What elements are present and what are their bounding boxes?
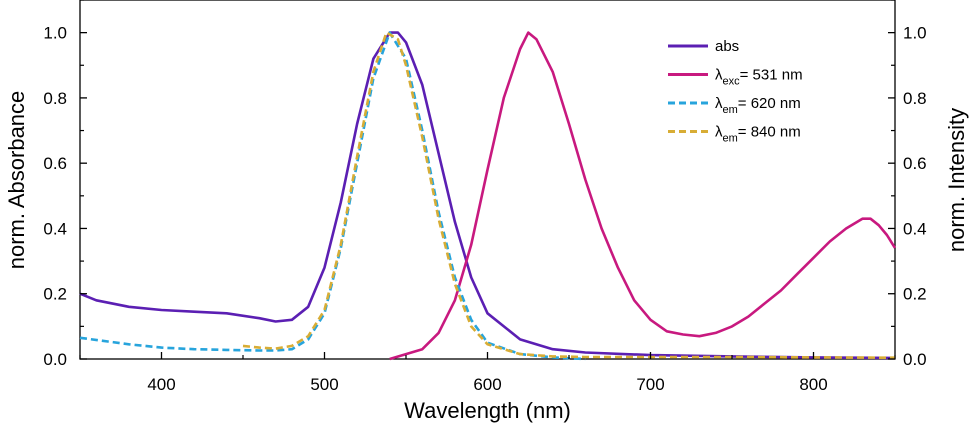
right-y-tick-label: 0.6 (903, 154, 927, 173)
series-line-3 (242, 31, 896, 359)
right-y-tick-label: 1.0 (903, 24, 927, 43)
x-tick-label: 600 (473, 375, 501, 394)
legend: abs λexc= 531 nm λem= 620 nm λem= 840 nm (668, 38, 803, 145)
axis-layer: 400 500 600 700 800 0.0 0.0 0.2 0.2 0.4 0.4 0.6 0.6 0… (43, 0, 927, 394)
right-y-tick-label: 0.0 (903, 350, 927, 369)
legend-label-2: λem= 620 nm (715, 95, 801, 116)
x-tick-label: 500 (310, 375, 338, 394)
left-y-tick-label: 1.0 (43, 24, 67, 43)
left-y-tick-label: 0.8 (43, 89, 67, 108)
series-line-2 (79, 31, 586, 361)
x-tick-label: 700 (636, 375, 664, 394)
left-y-tick-label: 0.4 (43, 219, 67, 238)
right-y-tick-label: 0.8 (903, 89, 927, 108)
legend-label-3: λem= 840 nm (715, 124, 801, 145)
right-y-tick-label: 0.2 (903, 285, 927, 304)
left-y-tick-label: 0.2 (43, 285, 67, 304)
plot-frame (79, 0, 896, 360)
legend-label-0: abs (715, 38, 739, 55)
left-y-tick-label: 0.6 (43, 154, 67, 173)
x-tick-label: 800 (799, 375, 827, 394)
x-tick-label: 400 (147, 375, 175, 394)
left-y-tick-label: 0.0 (43, 350, 67, 369)
legend-label-1: λexc= 531 nm (715, 67, 803, 88)
series-layer (79, 31, 897, 361)
right-y-axis-title: norm. Intensity (944, 108, 969, 252)
series-line-1 (389, 31, 897, 361)
x-axis-title: Wavelength (nm) (404, 398, 571, 423)
left-y-axis-title: norm. Absorbance (4, 91, 29, 270)
right-y-tick-label: 0.4 (903, 219, 927, 238)
